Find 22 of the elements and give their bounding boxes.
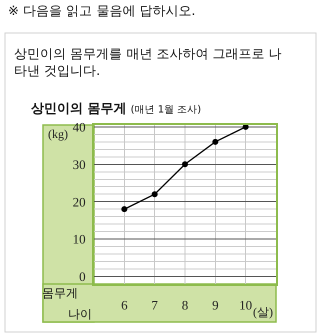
text: 몸무게 bbox=[42, 286, 78, 300]
chart-title: 상민이의 몸무게 bbox=[30, 102, 126, 117]
chart-subtitle: (매년 1월 조사) bbox=[130, 104, 202, 116]
y-axis-title: (kg) bbox=[48, 127, 68, 141]
point bbox=[212, 138, 218, 145]
point bbox=[121, 206, 128, 212]
text: 상민이의 몸무게를 매년 조사하여 그래프로 나타낸 것입니다. bbox=[14, 47, 282, 79]
x-tick-label: 9 bbox=[212, 297, 219, 312]
y-tick-label: 30 bbox=[72, 156, 86, 172]
text: 나이 bbox=[68, 307, 92, 321]
point bbox=[182, 161, 188, 168]
y-tick-label: 40 bbox=[72, 119, 86, 134]
point bbox=[152, 191, 158, 198]
text: ※ 다음을 읽고 물음에 답하시오. bbox=[8, 4, 196, 19]
x-tick-label: 8 bbox=[182, 297, 188, 312]
y-tick-label: 20 bbox=[72, 194, 86, 210]
x-tick-label: 6 bbox=[121, 297, 128, 312]
y-tick-label: 0 bbox=[79, 269, 86, 284]
x-tick-label: 7 bbox=[151, 297, 158, 312]
x-axis-title: (살) bbox=[253, 305, 273, 319]
y-tick-label: 10 bbox=[72, 232, 86, 247]
x-tick-label: 10 bbox=[239, 297, 252, 312]
